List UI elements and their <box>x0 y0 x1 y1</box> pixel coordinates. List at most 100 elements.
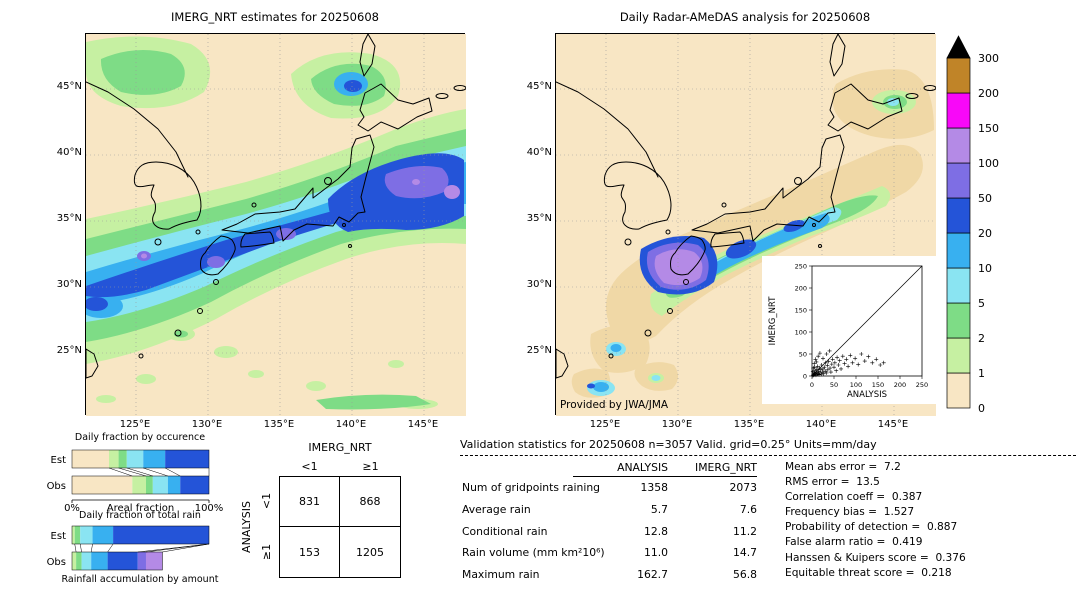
occurrence-chart-title: Daily fraction by occurence <box>74 432 206 443</box>
left-ytick: 30°N <box>56 279 82 290</box>
contingency-cell: 868 <box>340 477 400 527</box>
svg-text:150: 150 <box>978 122 999 135</box>
validation-table-row: Average rain 5.7 7.6 <box>462 502 757 516</box>
colorbar-svg: 0 1 2 5 10 20 50 100 150 200 300 <box>946 35 999 415</box>
svg-text:Obs: Obs <box>47 481 66 492</box>
svg-text:10: 10 <box>978 262 992 275</box>
totalrain-chart: Est Obs <box>47 525 210 571</box>
svg-text:Est: Est <box>51 531 67 542</box>
imerg-map <box>79 33 467 416</box>
svg-text:0: 0 <box>978 402 985 415</box>
svg-text:2: 2 <box>978 332 985 345</box>
validation-stat-line: Probability of detection = 0.887 <box>785 521 958 534</box>
contingency-col-label: ≥1 <box>362 460 379 473</box>
right-xtick: 135°E <box>733 419 765 430</box>
inset-xlabel: ANALYSIS <box>847 390 887 400</box>
contingency-cell: 831 <box>280 477 340 527</box>
right-ytick: 40°N <box>526 147 552 158</box>
right-ytick: 25°N <box>526 345 552 356</box>
right-xtick: 140°E <box>805 419 837 430</box>
totalrain-chart-title: Daily fraction of total rain <box>79 510 201 521</box>
contingency-row-label: <1 <box>260 492 273 510</box>
left-ytick: 25°N <box>56 345 82 356</box>
svg-text:0: 0 <box>803 372 807 380</box>
areal-fraction-min: 0% <box>64 503 80 514</box>
validation-stat-line: Mean abs error = 7.2 <box>785 461 901 473</box>
totalrain-chart-caption: Rainfall accumulation by amount <box>61 574 219 585</box>
left-xtick: 135°E <box>263 419 295 430</box>
precip-contours-radar <box>571 69 934 398</box>
svg-text:Obs: Obs <box>47 557 66 568</box>
svg-text:Est: Est <box>51 455 67 466</box>
contingency-cell: 153 <box>280 527 340 577</box>
scatter-inset-svg: ANALYSIS IMERG_NRT 0 50 100 150 200 250 0 50 100… <box>768 262 928 400</box>
svg-text:150: 150 <box>795 306 807 314</box>
contingency-grid: 831 868 153 1205 <box>279 476 401 578</box>
contingency-row-label: ≥1 <box>260 543 273 561</box>
svg-text:100: 100 <box>795 328 807 336</box>
validation-stat-line: Frequency bias = 1.527 <box>785 506 915 519</box>
validation-title: Validation statistics for 20250608 n=305… <box>460 438 877 451</box>
contingency-row-group: ANALYSIS <box>240 501 253 553</box>
imerg-map-svg <box>79 33 467 416</box>
validation-table-row: Conditional rain 12.8 11.2 <box>462 524 757 538</box>
validation-stat-line: Hanssen & Kuipers score = 0.376 <box>785 551 966 564</box>
svg-text:50: 50 <box>830 381 838 389</box>
left-xtick: 140°E <box>335 419 367 430</box>
svg-text:50: 50 <box>799 350 807 358</box>
svg-text:250: 250 <box>795 262 807 270</box>
contingency-col-group: IMERG_NRT <box>308 441 372 454</box>
left-ytick: 35°N <box>56 213 82 224</box>
occurrence-chart: Est Obs <box>47 449 210 503</box>
right-ytick: 35°N <box>526 213 552 224</box>
dashed-divider <box>460 455 1076 456</box>
scatter-inset: ANALYSIS IMERG_NRT 0 50 100 150 200 250 0 50 100… <box>762 256 937 404</box>
left-map-title: IMERG_NRT estimates for 20250608 <box>171 10 379 24</box>
svg-text:300: 300 <box>978 52 999 65</box>
data-credit: Provided by JWA/JMA <box>560 399 669 411</box>
right-map-title: Daily Radar-AMeDAS analysis for 20250608 <box>619 10 871 24</box>
validation-table-row: Maximum rain 162.7 56.8 <box>462 568 757 582</box>
svg-text:200: 200 <box>795 284 807 292</box>
svg-text:200: 200 <box>894 381 906 389</box>
areal-fraction-max: 100% <box>194 503 224 514</box>
svg-text:150: 150 <box>872 381 884 389</box>
svg-text:100: 100 <box>978 157 999 170</box>
gridlines <box>86 34 466 416</box>
right-xtick: 145°E <box>877 419 909 430</box>
svg-text:50: 50 <box>978 192 992 205</box>
left-xtick: 130°E <box>191 419 223 430</box>
left-ytick: 40°N <box>56 147 82 158</box>
svg-text:0: 0 <box>810 381 814 389</box>
validation-stat-line: Correlation coeff = 0.387 <box>785 491 923 504</box>
right-ytick: 30°N <box>526 279 552 290</box>
contingency-cell: 1205 <box>356 545 384 559</box>
svg-text:250: 250 <box>916 381 928 389</box>
validation-table-row: Num of gridpoints raining 1358 2073 <box>462 481 757 494</box>
header-underline <box>573 476 757 477</box>
areal-fraction-axis-label: Areal fraction <box>106 503 175 514</box>
right-xtick: 125°E <box>589 419 621 430</box>
validation-stat-line: RMS error = 13.5 <box>785 476 880 489</box>
inset-ylabel: IMERG_NRT <box>768 296 778 346</box>
validation-stat-line: Equitable threat score = 0.218 <box>785 566 952 579</box>
svg-text:5: 5 <box>978 297 985 310</box>
validation-table: Num of gridpoints raining 1358 2073 Average… <box>460 481 770 590</box>
right-xtick: 130°E <box>661 419 693 430</box>
validation-col-imerg: IMERG_NRT <box>695 461 757 474</box>
validation-table-row: Rain volume (mm km²10⁶) 11.0 14.7 <box>462 546 757 560</box>
left-ytick: 45°N <box>56 81 82 92</box>
svg-text:200: 200 <box>978 87 999 100</box>
left-xtick: 145°E <box>407 419 439 430</box>
colorbar: 0 1 2 5 10 20 50 100 150 200 300 <box>945 34 1075 416</box>
validation-stats-list: Mean abs error = 7.2 RMS error = 13.5 Corr… <box>785 461 966 582</box>
validation-stat-line: False alarm ratio = 0.419 <box>785 536 923 549</box>
left-xtick: 125°E <box>119 419 151 430</box>
svg-text:100: 100 <box>850 381 862 389</box>
validation-col-analysis: ANALYSIS <box>617 461 668 474</box>
contingency-col-label: <1 <box>301 460 318 473</box>
right-ytick: 45°N <box>526 81 552 92</box>
svg-text:1: 1 <box>978 367 985 380</box>
svg-text:20: 20 <box>978 227 992 240</box>
